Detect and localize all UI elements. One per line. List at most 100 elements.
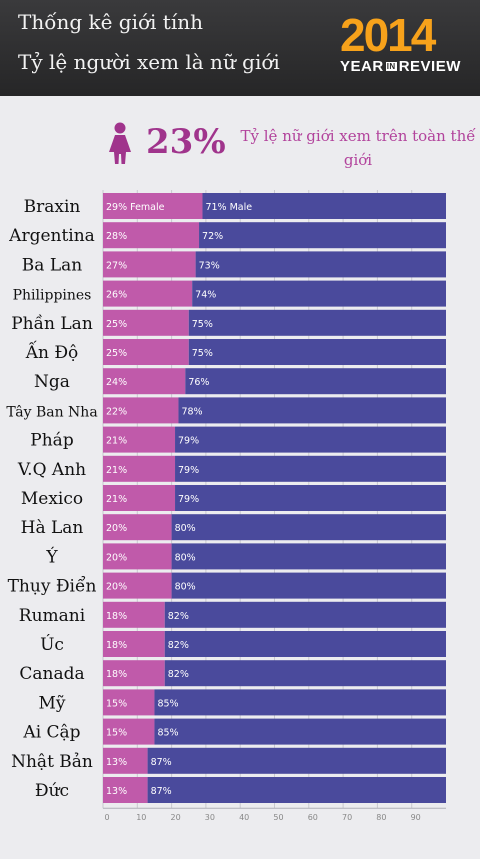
bar-female [103, 572, 172, 599]
category-label: Phần Lan [11, 314, 93, 334]
bar-female [103, 280, 193, 307]
category-label: Úc [40, 634, 64, 655]
data-label-female: 24% [106, 377, 127, 388]
bar-female [103, 455, 176, 482]
category-label: V.Q Anh [17, 460, 86, 480]
bar-female [103, 222, 200, 249]
category-label: Rumani [19, 606, 86, 626]
data-label-female: 29% Female [106, 202, 165, 213]
page-subtitle: Tỷ lệ người xem là nữ giới [18, 50, 280, 74]
bar-female [103, 193, 203, 219]
data-label-male: 82% [168, 669, 189, 680]
category-label: Nhật Bản [11, 752, 93, 772]
bar-male [178, 397, 446, 424]
bar-male [164, 631, 447, 657]
bar-female [103, 339, 189, 365]
data-label-male: 79% [178, 436, 199, 447]
data-label-male: 82% [168, 640, 189, 651]
category-label: Ấn Độ [25, 340, 79, 363]
bar-female [103, 660, 165, 687]
data-label-female: 25% [106, 319, 127, 330]
bar-male [195, 251, 446, 278]
data-label-female: 26% [106, 290, 127, 301]
category-label: Philippines [13, 288, 92, 304]
bar-male [171, 514, 446, 541]
year-in-review-logo: 2014 YEAR IN REVIEW [338, 9, 468, 80]
logo-word-review: REVIEW [398, 58, 461, 75]
category-label: Nga [34, 372, 70, 392]
x-tick-label: 40 [239, 813, 249, 822]
data-label-male: 71% Male [205, 202, 252, 213]
data-label-female: 25% [106, 348, 127, 359]
bar-male [175, 426, 446, 453]
bar-male [188, 339, 446, 365]
bar-male [147, 747, 446, 774]
data-label-female: 20% [106, 552, 127, 563]
female-icon [109, 122, 131, 164]
header-banner: Thống kê giới tính Tỷ lệ người xem là nữ… [0, 0, 480, 96]
bar-male [192, 280, 446, 307]
data-label-female: 22% [106, 406, 127, 417]
logo-tagline: YEAR IN REVIEW [340, 58, 461, 75]
category-label: Pháp [30, 431, 74, 451]
bar-female [103, 777, 148, 803]
data-label-female: 21% [106, 494, 127, 505]
data-label-female: 27% [106, 260, 127, 271]
data-label-female: 20% [106, 523, 127, 534]
bar-female [103, 514, 172, 541]
gender-ratio-chart: Braxin 29% Female 71% Male Argentina 28% 72% B… [6, 190, 447, 822]
data-label-male: 72% [202, 231, 223, 242]
bar-male [175, 485, 446, 511]
category-label: Thụy Điển [8, 577, 97, 597]
category-label: Ai Cập [22, 723, 80, 743]
x-tick-label: 60 [308, 813, 318, 822]
data-label-female: 20% [106, 582, 127, 593]
data-label-male: 80% [175, 552, 196, 563]
data-label-female: 15% [106, 728, 127, 739]
category-label: Ý [45, 546, 58, 567]
bar-male [202, 193, 446, 219]
bar-female [103, 397, 179, 424]
bar-female [103, 631, 165, 657]
x-tick-label: 70 [342, 813, 352, 822]
data-label-female: 18% [106, 669, 127, 680]
logo-word-in: IN [385, 62, 397, 71]
data-label-male: 73% [199, 260, 220, 271]
bar-female [103, 543, 172, 570]
data-label-male: 78% [181, 406, 202, 417]
bar-male [154, 718, 446, 745]
logo-year: 2014 [340, 9, 436, 61]
x-tick-label: 0 [104, 813, 109, 822]
category-label: Mexico [21, 489, 83, 509]
bar-female [103, 368, 186, 395]
data-label-male: 79% [178, 465, 199, 476]
category-label: Ba Lan [22, 255, 82, 275]
data-label-female: 13% [106, 786, 127, 797]
bar-male [164, 660, 447, 687]
category-label: Canada [19, 664, 84, 684]
x-tick-label: 10 [136, 813, 146, 822]
data-label-female: 18% [106, 640, 127, 651]
category-label: Hà Lan [21, 518, 84, 538]
data-label-male: 75% [192, 319, 213, 330]
data-label-female: 18% [106, 611, 127, 622]
bar-female [103, 485, 176, 511]
bar-female [103, 689, 155, 716]
category-label: Mỹ [38, 693, 65, 713]
data-label-male: 87% [151, 757, 172, 768]
female-share-label: Tỷ lệ nữ giới xem trên toàn thế giới [240, 127, 476, 169]
data-label-male: 85% [157, 728, 178, 739]
data-label-male: 80% [175, 523, 196, 534]
data-label-male: 76% [188, 377, 209, 388]
category-label: Argentina [8, 226, 95, 246]
x-tick-label: 50 [273, 813, 283, 822]
data-label-female: 13% [106, 757, 127, 768]
page-title: Thống kê giới tính [18, 10, 203, 34]
bar-female [103, 747, 148, 774]
bar-male [199, 222, 446, 249]
data-label-female: 21% [106, 436, 127, 447]
x-tick-label: 30 [205, 813, 215, 822]
bar-male [154, 689, 446, 716]
data-label-male: 79% [178, 494, 199, 505]
female-share-value: 23% [146, 122, 226, 162]
